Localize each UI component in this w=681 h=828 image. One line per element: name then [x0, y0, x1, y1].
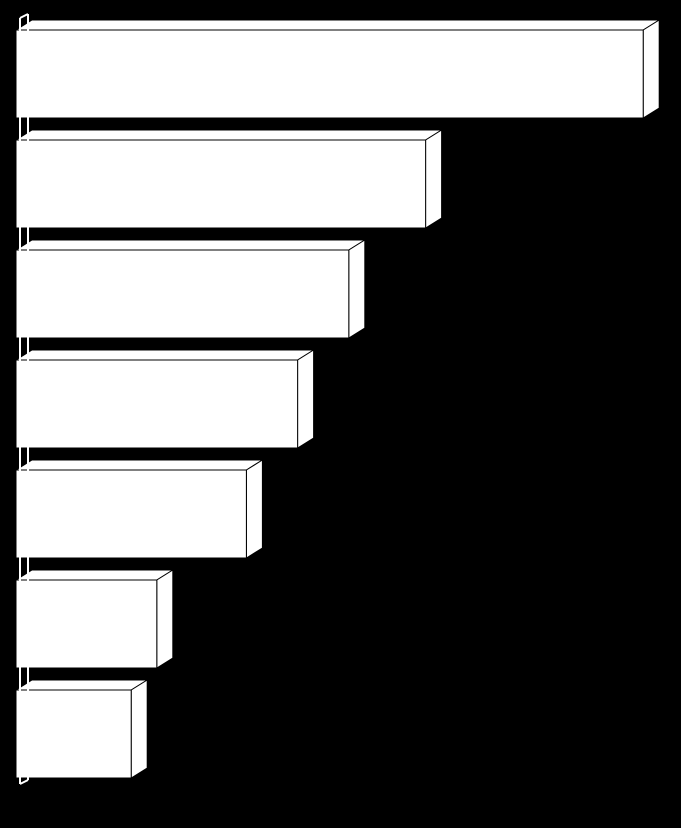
bar-2: [16, 240, 365, 338]
bar-5-side-face: [157, 570, 173, 668]
bar-5-top-face: [16, 570, 173, 580]
bar-4: [16, 460, 262, 558]
bar-3-side-face: [298, 350, 314, 448]
bar-1-top-face: [16, 130, 442, 140]
bar-6: [16, 680, 147, 778]
bar-5-front-face: [16, 580, 157, 668]
bar-0-front-face: [16, 30, 643, 118]
bar-0-side-face: [643, 20, 659, 118]
bar-6-top-face: [16, 680, 147, 690]
bar-1: [16, 130, 442, 228]
bar-0: [16, 20, 659, 118]
bar-3: [16, 350, 314, 448]
bar-4-top-face: [16, 460, 262, 470]
bar-chart: [0, 0, 681, 828]
bar-3-top-face: [16, 350, 314, 360]
bar-3-front-face: [16, 360, 298, 448]
bar-4-front-face: [16, 470, 246, 558]
bar-5: [16, 570, 173, 668]
bar-2-front-face: [16, 250, 349, 338]
bar-6-front-face: [16, 690, 131, 778]
bar-6-side-face: [131, 680, 147, 778]
bar-1-side-face: [426, 130, 442, 228]
bar-1-front-face: [16, 140, 426, 228]
bar-2-top-face: [16, 240, 365, 250]
bar-2-side-face: [349, 240, 365, 338]
bar-4-side-face: [246, 460, 262, 558]
bar-0-top-face: [16, 20, 659, 30]
